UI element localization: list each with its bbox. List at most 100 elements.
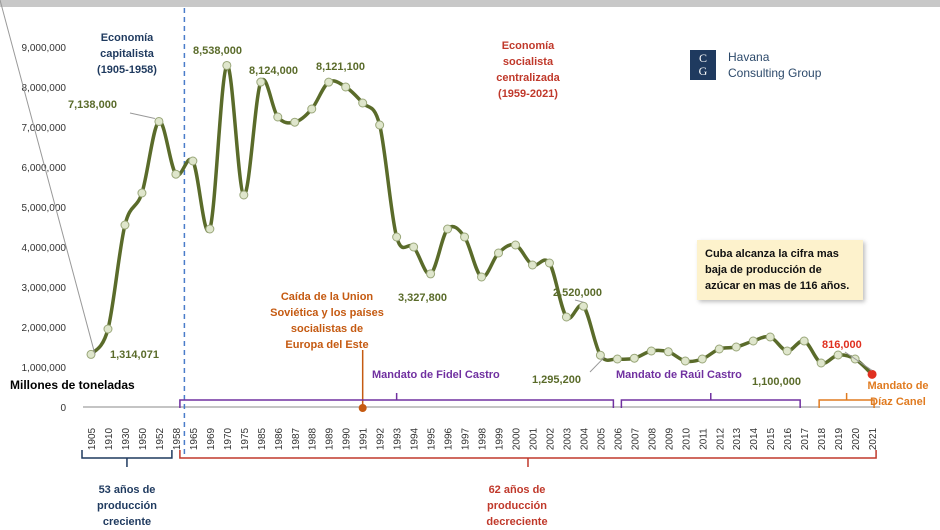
data-point [561,312,571,322]
decline-line: producción [487,500,547,512]
y-tick-label: 9,000,000 [22,43,67,54]
x-tick-label: 2010 [681,427,692,450]
x-tick-label: 2007 [630,427,641,450]
logo-line1: Havana [728,50,770,64]
x-tick-label: 2016 [783,427,794,450]
x-tick-label: 1986 [274,427,285,450]
x-tick-label: 1987 [291,427,302,450]
x-tick-label: 2005 [596,427,607,450]
x-tick-label: 1985 [257,427,268,450]
growth-years-label: 53 años de producción creciente [82,482,172,530]
data-point [494,248,504,258]
x-tick-label: 2018 [817,427,828,450]
bracket-decline [179,450,877,459]
annotation-leader [129,112,156,119]
decline-line: decreciente [486,516,548,528]
data-label: 8,121,100 [316,61,365,73]
data-point [426,269,436,279]
data-point [544,258,554,268]
y-tick-label: 4,000,000 [22,243,67,254]
period-diaz-line: Díaz Canel [870,396,926,408]
x-tick-label: 2011 [698,428,709,450]
data-point [358,98,368,108]
x-tick-label: 1990 [342,427,353,450]
data-label: 8,538,000 [193,45,242,57]
data-point [256,77,266,87]
x-tick-label: 1993 [393,427,404,450]
annotation-leader [589,356,605,373]
data-point [205,224,215,234]
data-point [375,120,385,130]
y-tick-label: 0 [60,403,66,414]
growth-line: creciente [102,516,152,528]
period-raul-label: Mandato de Raúl Castro [616,369,742,381]
data-point [765,332,775,342]
data-label: 1,314,071 [110,349,159,361]
x-tick-label: 2003 [562,427,573,450]
era-socialist-line: centralizada [496,72,560,84]
data-point [731,342,741,352]
data-point [511,240,520,250]
x-tick-label: 1969 [206,427,217,450]
y-tick-label: 7,000,000 [22,123,67,134]
data-point [680,356,690,366]
data-point [103,324,113,334]
era-capitalist-line: (1905-1958) [97,64,157,76]
data-point [714,344,724,354]
data-point [527,260,537,270]
x-tick-label: 2017 [800,427,811,450]
logo-initial: G [698,64,708,78]
unit-label: Millones de toneladas [10,378,135,392]
lowest-production-note: Cuba alcanza la cifra mas baja de produc… [697,240,863,300]
data-point [697,354,707,364]
x-tick-label: 2000 [512,427,523,450]
data-label: 1,100,000 [752,376,801,388]
data-point [477,272,487,282]
decline-line: 62 años de [488,484,546,496]
data-point [409,242,419,252]
event-line: Europa del Este [285,339,369,351]
x-tick-label: 1995 [427,427,438,450]
data-label: 816,000 [822,339,862,351]
annotation-leader [0,0,96,355]
decline-years-label: 62 años de producción decreciente [467,482,567,530]
y-tick-label: 3,000,000 [22,283,67,294]
series-line [89,63,874,376]
x-tick-label: 1996 [444,427,455,450]
x-tick-label: 2002 [545,427,556,450]
x-tick-label: 1994 [410,427,421,450]
data-label: 3,327,800 [398,292,447,304]
data-point [239,190,249,200]
data-point [663,347,673,357]
data-point [188,156,198,166]
period-diaz-line: Mandato de [867,380,929,392]
event-ussr-collapse: Caída de la Union Soviética y los países… [262,289,392,353]
event-line: Caída de la Union [280,291,374,303]
data-point [273,112,283,122]
era-socialist: Economía socialista centralizada (1959-2… [478,38,578,102]
growth-line: 53 años de [98,484,156,496]
logo-text: Havana Consulting Group [728,49,821,81]
havana-consulting-logo: C G Havana Consulting Group [690,49,821,81]
era-socialist-line: (1959-2021) [498,88,558,100]
x-tick-label: 2001 [528,427,539,450]
data-label: 7,138,000 [68,99,117,111]
era-capitalist-line: Economía [100,32,154,44]
data-point [154,116,164,126]
y-tick-label: 5,000,000 [22,203,67,214]
data-point [816,358,826,368]
data-point [290,117,300,127]
data-point [137,188,147,198]
data-point [392,232,402,242]
x-tick-label: 2008 [647,427,658,450]
x-tick-label: 2004 [579,427,590,450]
y-tick-label: 8,000,000 [22,83,67,94]
event-line: Soviética y los países [270,307,384,319]
x-tick-label: 1997 [461,427,472,450]
data-point [799,336,809,346]
data-point [646,346,656,356]
data-label: 8,124,000 [249,65,298,77]
period-fidel-label: Mandato de Fidel Castro [372,369,500,381]
x-tick-label: 1988 [308,427,319,450]
